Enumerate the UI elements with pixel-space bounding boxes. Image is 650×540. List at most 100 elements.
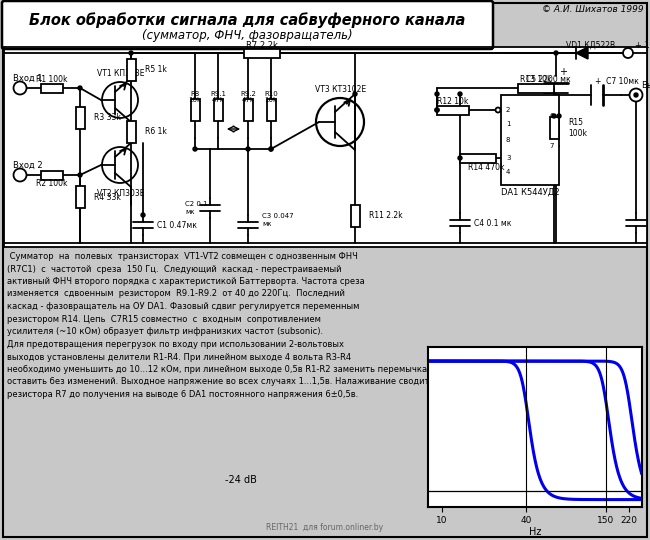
Text: каскад - фазовращатель на ОУ DA1. Фазовый сдвиг регулируется переменным: каскад - фазовращатель на ОУ DA1. Фазовы… xyxy=(7,302,359,311)
Text: 1: 1 xyxy=(506,121,510,127)
Text: R14 470k: R14 470k xyxy=(468,163,504,172)
Text: R15
100k: R15 100k xyxy=(568,118,587,138)
Text: R12 10k: R12 10k xyxy=(437,98,469,106)
Text: 7: 7 xyxy=(549,143,554,149)
Circle shape xyxy=(458,156,462,160)
Circle shape xyxy=(552,114,556,118)
Text: R2 100k: R2 100k xyxy=(36,179,68,187)
Text: 8: 8 xyxy=(506,137,510,143)
Bar xyxy=(41,171,63,179)
Text: усилителя (~10 кОм) образует фильтр инфранизких частот (subsonic).: усилителя (~10 кОм) образует фильтр инфр… xyxy=(7,327,323,336)
Text: C3 0.047
мк: C3 0.047 мк xyxy=(262,213,294,226)
Text: 10k: 10k xyxy=(265,97,278,103)
Text: Блок обработки сигнала для сабвуферного канала: Блок обработки сигнала для сабвуферного … xyxy=(29,12,465,28)
Circle shape xyxy=(14,168,27,181)
Circle shape xyxy=(78,86,82,90)
Text: 3: 3 xyxy=(506,155,510,161)
Text: VT3 КТ3102Е: VT3 КТ3102Е xyxy=(315,85,366,94)
Bar xyxy=(127,59,135,81)
Bar xyxy=(75,186,84,208)
Text: 2: 2 xyxy=(506,107,510,113)
Bar xyxy=(244,49,280,57)
Text: изменяется  сдвоенным  резистором  R9.1-R9.2  от 40 до 220Гц.  Последний: изменяется сдвоенным резистором R9.1-R9.… xyxy=(7,289,345,299)
Text: R9.2: R9.2 xyxy=(240,91,256,97)
Circle shape xyxy=(353,92,357,96)
Bar xyxy=(350,205,359,227)
Text: R9.1: R9.1 xyxy=(210,91,226,97)
Text: + 12в: + 12в xyxy=(635,40,650,50)
Text: 10k: 10k xyxy=(188,97,202,103)
Circle shape xyxy=(629,89,642,102)
Text: DA1 К544УД2: DA1 К544УД2 xyxy=(500,187,559,197)
Text: C5 2200 мк: C5 2200 мк xyxy=(526,76,571,84)
Circle shape xyxy=(102,147,138,183)
Text: 47k: 47k xyxy=(242,97,255,103)
Circle shape xyxy=(435,108,439,112)
Text: VT1 КП303Е: VT1 КП303Е xyxy=(97,70,144,78)
Text: 47k: 47k xyxy=(211,97,224,103)
Circle shape xyxy=(623,48,633,58)
Text: R8: R8 xyxy=(190,91,200,97)
Bar xyxy=(213,99,222,121)
Circle shape xyxy=(78,173,82,177)
Text: активный ФНЧ второго порядка с характеристикой Баттерворта. Частота среза: активный ФНЧ второго порядка с характери… xyxy=(7,277,365,286)
Bar xyxy=(190,99,200,121)
Bar xyxy=(4,47,647,247)
Text: Вход 2: Вход 2 xyxy=(13,160,43,170)
Circle shape xyxy=(269,147,273,151)
Circle shape xyxy=(129,51,133,55)
Text: C1 0.47мк: C1 0.47мк xyxy=(157,220,197,230)
Text: Сумматор  на  полевых  транзисторах  VT1-VT2 совмещен с однозвенным ФНЧ: Сумматор на полевых транзисторах VT1-VT2… xyxy=(7,252,358,261)
Text: необходимо уменьшить до 10...12 кОм, при линейном выходе 0,5в R1-R2 заменить пер: необходимо уменьшить до 10...12 кОм, при… xyxy=(7,365,469,374)
Bar xyxy=(127,121,135,143)
Circle shape xyxy=(554,51,558,55)
Bar xyxy=(244,99,252,121)
Circle shape xyxy=(316,98,364,146)
Text: © А.И. Шихатов 1999: © А.И. Шихатов 1999 xyxy=(542,5,644,15)
Circle shape xyxy=(141,213,145,217)
Text: 4: 4 xyxy=(506,169,510,175)
Circle shape xyxy=(14,82,27,94)
Circle shape xyxy=(634,93,638,97)
Text: R11 2.2k: R11 2.2k xyxy=(369,212,402,220)
Text: C4 0.1 мк: C4 0.1 мк xyxy=(474,219,512,227)
Bar xyxy=(41,84,63,92)
Text: оставить без изменений. Выходное напряжение во всех случаях 1...1,5в. Налаживани: оставить без изменений. Выходное напряже… xyxy=(7,377,487,387)
Circle shape xyxy=(495,107,500,112)
Text: Вход 1: Вход 1 xyxy=(13,73,43,83)
Text: 6: 6 xyxy=(549,113,554,119)
Circle shape xyxy=(435,108,439,112)
Text: +: + xyxy=(559,67,567,77)
Text: REITH21  для forum.onliner.by: REITH21 для forum.onliner.by xyxy=(266,523,384,532)
Text: R13 10k: R13 10k xyxy=(520,76,552,84)
Text: R6 1k: R6 1k xyxy=(145,127,167,137)
X-axis label: Hz: Hz xyxy=(528,526,541,537)
Circle shape xyxy=(193,147,197,151)
Circle shape xyxy=(458,92,462,96)
Bar xyxy=(460,153,496,163)
Text: R3 33k: R3 33k xyxy=(94,113,121,123)
Text: (R7C1)  с  частотой  среза  150 Гц.  Следующий  каскад - перестраиваемый: (R7C1) с частотой среза 150 Гц. Следующи… xyxy=(7,265,341,273)
Bar xyxy=(501,95,559,185)
Circle shape xyxy=(435,92,439,96)
Text: Для предотвращения перегрузок по входу при использовании 2-вольтовых: Для предотвращения перегрузок по входу п… xyxy=(7,340,344,349)
Text: R1 100k: R1 100k xyxy=(36,76,68,84)
Text: (сумматор, ФНЧ, фазовращатель): (сумматор, ФНЧ, фазовращатель) xyxy=(142,30,352,43)
Circle shape xyxy=(269,147,273,151)
Circle shape xyxy=(102,82,138,118)
Text: резистора R7 до получения на выводе 6 DA1 постоянного напряжения 6±0,5в.: резистора R7 до получения на выводе 6 DA… xyxy=(7,390,358,399)
Polygon shape xyxy=(576,47,588,59)
Text: резистором R14. Цепь  C7R15 совместно  с  входным  сопротивлением: резистором R14. Цепь C7R15 совместно с в… xyxy=(7,314,321,323)
Text: R7 2.2k: R7 2.2k xyxy=(246,40,278,50)
Text: VT2 КП303Е: VT2 КП303Е xyxy=(97,188,144,198)
Bar xyxy=(75,107,84,129)
Circle shape xyxy=(557,114,561,118)
Text: VD1 КД522В: VD1 КД522В xyxy=(566,40,615,50)
Circle shape xyxy=(246,147,250,151)
Text: C2 0.1
мк: C2 0.1 мк xyxy=(185,201,207,214)
Text: R5 1k: R5 1k xyxy=(145,65,167,75)
Text: +  C7 10мк: + C7 10мк xyxy=(595,77,639,85)
Bar xyxy=(437,105,469,114)
Bar xyxy=(549,117,558,139)
FancyBboxPatch shape xyxy=(2,1,493,49)
